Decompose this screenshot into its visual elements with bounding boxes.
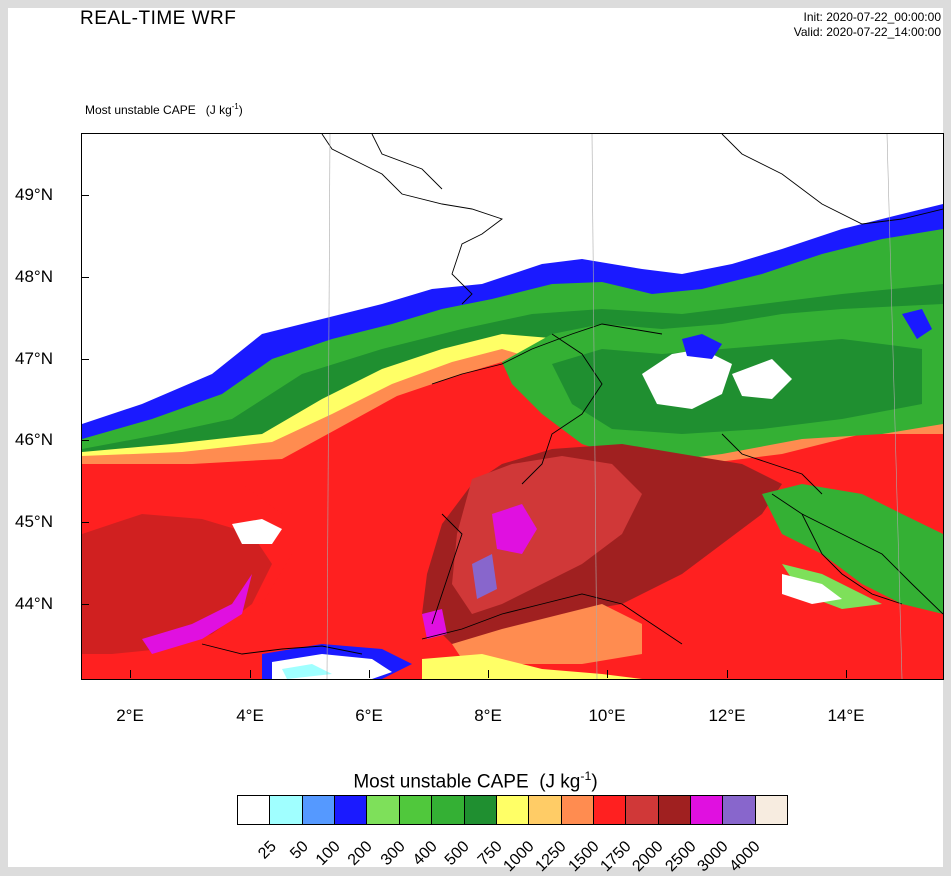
field-units: (J kg [205, 103, 232, 117]
colorbar-cell [561, 796, 594, 824]
coast-north [321, 134, 503, 305]
alps-white-2 [732, 359, 792, 399]
colorbar [237, 795, 788, 825]
cape-map [81, 133, 944, 680]
po-magenta-2 [422, 609, 447, 639]
adriatic-white [782, 574, 842, 604]
colorbar-title-text: Most unstable CAPE [353, 771, 529, 793]
lon-label-14e: 14°E [827, 706, 865, 725]
lat-label-46: 46°N [15, 430, 53, 449]
alps-dark-green [552, 339, 922, 434]
ligurian-yellow [422, 654, 642, 679]
lat-tick [81, 522, 89, 523]
cape-field [82, 134, 943, 679]
colorbar-cell [302, 796, 336, 824]
lon-tick [488, 670, 489, 678]
lon-label-10e: 10°E [588, 706, 626, 725]
lon-label-8e: 8°E [474, 706, 502, 725]
coast-liguria [421, 593, 683, 645]
lon-tick [250, 670, 251, 678]
lon-label-4e: 4°E [236, 706, 264, 725]
coast-adriatic [771, 493, 943, 615]
colorbar-cell [658, 796, 692, 824]
border-slovenia [721, 433, 823, 495]
lat-tick [81, 604, 89, 605]
west-magenta [142, 574, 252, 654]
lat-label-45: 45°N [15, 512, 53, 531]
lon-label-2e: 2°E [116, 706, 144, 725]
colorbar-cell [529, 796, 562, 824]
colorbar-cell [593, 796, 627, 824]
coast-baltic [721, 134, 943, 225]
lat-label-47: 47°N [15, 349, 53, 368]
lat-tick [81, 277, 89, 278]
lat-tick [81, 359, 89, 360]
model-title: REAL-TIME WRF [80, 8, 237, 29]
lon-tick [846, 670, 847, 678]
lat-label-48: 48°N [15, 267, 53, 286]
borders [201, 134, 943, 655]
lon-label-12e: 12°E [708, 706, 746, 725]
colorbar-cell [691, 796, 724, 824]
lat-label-49: 49°N [15, 185, 53, 204]
colorbar-cell [755, 796, 788, 824]
colorbar-cell [723, 796, 756, 824]
lon-tick [369, 670, 370, 678]
coast-east [801, 513, 903, 605]
adriatic-light [782, 564, 882, 609]
colorbar-title: Most unstable CAPE (J kg-1) [0, 769, 951, 793]
colorbar-cell [270, 796, 303, 824]
field-subtitle: Most unstable CAPE (J kg-1) [85, 102, 243, 117]
lat-tick [81, 440, 89, 441]
border-alps-1 [431, 323, 663, 385]
colorbar-units: (J kg [539, 771, 581, 793]
valid-time: Valid: 2020-07-22_14:00:00 [793, 25, 941, 39]
lon-tick [130, 670, 131, 678]
colorbar-units-close: ) [591, 771, 598, 793]
lat-tick [81, 195, 89, 196]
time-info: Init: 2020-07-22_00:00:00 Valid: 2020-07… [794, 10, 941, 40]
po-valley-red [452, 456, 642, 614]
coast-south [201, 643, 363, 655]
alps-white-1 [642, 349, 732, 409]
border-channel [371, 134, 443, 190]
colorbar-cell [399, 796, 433, 824]
lon-tick [607, 670, 608, 678]
colorbar-cell [367, 796, 400, 824]
border-italy-france [431, 513, 463, 625]
field-units-close: ) [238, 103, 243, 117]
lat-label-44: 44°N [15, 594, 53, 613]
colorbar-cell [496, 796, 530, 824]
ligurian-orange [452, 604, 642, 664]
colorbar-cell [238, 796, 271, 824]
lon-label-6e: 6°E [355, 706, 383, 725]
colorbar-cell [464, 796, 497, 824]
lon-tick [727, 670, 728, 678]
west-red [82, 464, 292, 669]
field-units-exp: -1 [231, 102, 239, 111]
colorbar-units-exp: -1 [580, 769, 592, 783]
po-purple-1 [472, 554, 497, 599]
alps-blue-2 [902, 309, 932, 339]
colorbar-cell [335, 796, 368, 824]
sea-cyan [282, 664, 332, 679]
colorbar-cell [432, 796, 465, 824]
colorbar-cell [626, 796, 659, 824]
graticule [326, 134, 903, 679]
po-magenta-1 [492, 504, 537, 554]
field-name: Most unstable CAPE [85, 103, 196, 117]
init-time: Init: 2020-07-22_00:00:00 [803, 10, 941, 24]
border-alps-2 [521, 333, 603, 485]
alps-blue-1 [682, 334, 722, 359]
west-white-island [232, 519, 282, 544]
